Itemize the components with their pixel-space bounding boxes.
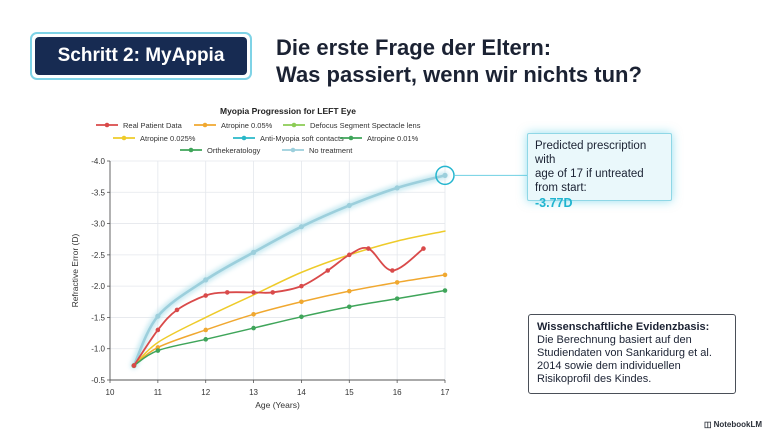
data-point [394,280,400,285]
data-point [325,268,331,273]
data-point [155,327,161,333]
headline-line-1: Die erste Frage der Eltern: [276,35,552,60]
brand-watermark: ◫ NotebookLM [704,420,762,429]
data-point [251,325,256,331]
chart-title: Myopia Progression for LEFT Eye [220,106,356,116]
data-point [390,268,395,273]
callout-text-line: from start: [535,182,587,194]
data-point [250,249,257,255]
legend-label: Orthekeratology [207,146,261,155]
evidence-text-line: Die Berechnung basiert auf den [537,334,692,346]
data-point [299,314,304,320]
step-badge: Schritt 2: MyAppia [30,32,252,80]
y-axis-label: Refractive Error (D) [70,234,80,308]
predicted-value: -3.77D [535,196,573,210]
legend-swatch-marker [104,122,110,128]
data-point [442,172,448,178]
callout-text-line: Predicted prescription with [535,140,647,166]
y-tick-label: -1.5 [91,313,105,322]
evidence-title: Wissenschaftliche Evidenzbasis: [537,321,710,333]
data-point [270,290,276,295]
data-point [421,246,426,251]
evidence-box: Wissenschaftliche Evidenzbasis: Die Bere… [528,314,736,394]
callout-text-line: age of 17 if untreated [535,168,644,180]
legend-label: Atropine 0.01% [367,134,419,143]
evidence-text-line: Studiendaten von Sankaridurg et al. [537,347,712,359]
series-glow [130,171,449,370]
x-tick-label: 16 [393,388,402,397]
data-point [203,337,209,342]
legend-swatch-marker [291,122,297,128]
y-tick-label: -3.5 [91,188,105,197]
data-point [224,290,230,295]
data-point [442,288,448,293]
data-point [299,283,304,289]
headline-line-2: Was passiert, wenn wir nichts tun? [276,62,642,87]
brand-label: NotebookLM [713,420,762,429]
y-tick-label: -1.0 [91,345,105,354]
data-point [346,202,352,209]
prediction-callout: Predicted prescription with age of 17 if… [527,133,672,210]
x-tick-label: 15 [345,388,354,397]
data-point [174,307,180,313]
x-tick-label: 17 [441,388,450,397]
data-point [155,348,161,353]
data-point [203,277,209,283]
legend-swatch-marker [202,122,208,128]
evidence-text-line: Risikoprofil des Kindes. [537,373,652,385]
headline: Die erste Frage der Eltern: Was passiert… [276,34,756,88]
data-point [442,272,448,278]
data-point [251,312,256,317]
x-tick-label: 10 [106,388,115,397]
data-point [298,224,305,230]
data-point [203,327,209,333]
data-point [131,363,137,368]
data-point [394,185,400,191]
x-tick-label: 14 [297,388,306,397]
y-tick-label: -2.5 [91,251,105,260]
series-line [133,230,446,367]
legend-label: Defocus Segment Spectacle lens [310,121,421,130]
x-tick-label: 12 [201,388,210,397]
legend-swatch-marker [348,135,354,141]
legend-label: Anti-Myopia soft contacts [260,134,344,143]
y-tick-label: -2.0 [91,282,105,291]
legend-label: Real Patient Data [123,121,183,130]
data-point [299,299,304,305]
y-tick-label: -3.0 [91,220,105,229]
series-line [133,274,446,367]
data-point [251,290,256,295]
data-point [155,313,161,319]
series-line [132,174,447,367]
x-axis-label: Age (Years) [255,400,300,410]
legend-label: No treatment [309,146,353,155]
legend-label: Atropine 0.025% [140,134,196,143]
data-point [346,252,352,258]
legend-label: Atropine 0.05% [221,121,273,130]
highlight-ring [435,165,455,186]
series-line [133,289,446,367]
data-point [346,288,352,294]
x-tick-label: 11 [154,388,163,397]
legend-swatch-marker [188,147,194,153]
data-point [346,304,352,310]
x-tick-label: 13 [249,388,258,397]
legend-swatch-marker [241,135,247,141]
data-point [394,296,400,301]
data-point [203,293,209,298]
y-tick-label: -4.0 [91,157,105,166]
data-point [366,246,371,251]
notebook-logo-icon: ◫ [704,420,712,429]
y-tick-label: -0.5 [91,376,105,385]
evidence-text-line: 2014 sowie dem individuellen [537,360,681,372]
legend-swatch-marker [290,147,296,153]
step-badge-label: Schritt 2: MyAppia [35,37,247,75]
legend-swatch-marker [121,135,127,141]
